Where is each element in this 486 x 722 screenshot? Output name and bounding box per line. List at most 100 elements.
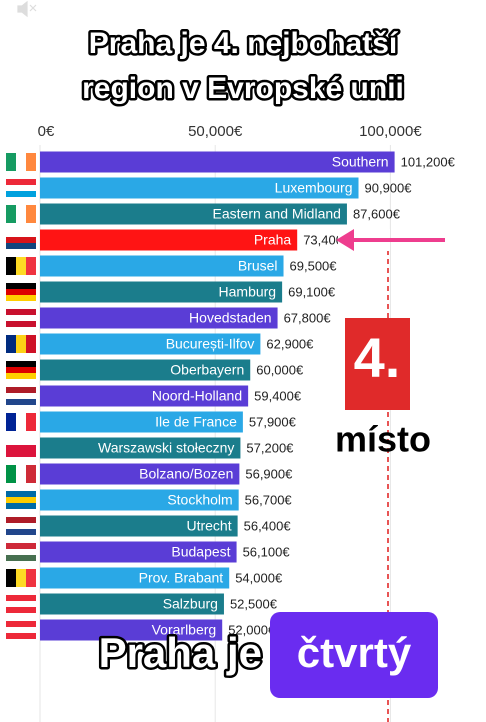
bar — [40, 541, 237, 563]
flag-stripe — [6, 451, 36, 457]
flag-stripe — [6, 289, 36, 295]
bar — [40, 385, 249, 407]
flag-stripe — [6, 243, 36, 249]
caption-highlight: čtvrtý — [297, 629, 412, 676]
bar-label: București-Ilfov — [166, 336, 255, 352]
bar-label: Luxembourg — [275, 180, 353, 196]
value-label: 57,200€ — [246, 440, 294, 455]
value-label: 87,600€ — [353, 206, 401, 221]
bar-label: Stockholm — [167, 492, 232, 508]
value-label: 56,100€ — [243, 544, 291, 559]
bar — [40, 437, 241, 459]
flag-stripe — [16, 413, 26, 431]
bar-label: Utrecht — [186, 518, 231, 534]
flag-stripe — [6, 445, 36, 451]
annotation: místo — [335, 419, 431, 460]
badge — [345, 318, 410, 410]
flag-stripe — [16, 153, 26, 171]
flag-stripe — [6, 627, 36, 633]
bar-label: Noord-Holland — [152, 388, 242, 404]
flag-stripe — [6, 529, 36, 535]
value-label: 57,900€ — [249, 414, 297, 429]
flag-stripe — [6, 439, 36, 445]
flag-stripe — [6, 373, 36, 379]
flag-stripe — [6, 257, 16, 275]
flag-stripe — [6, 231, 36, 237]
flag-stripe — [6, 503, 36, 509]
bar — [40, 567, 230, 589]
arrow-head — [336, 229, 354, 251]
flag-stripe — [6, 491, 36, 497]
flag-stripe — [6, 621, 36, 627]
bar — [40, 515, 238, 537]
flag-stripe — [26, 205, 36, 223]
bar — [40, 463, 240, 485]
bar — [40, 411, 243, 433]
flag-stripe — [6, 237, 36, 243]
flag-stripe — [6, 399, 36, 405]
flag-stripe — [6, 595, 36, 601]
value-label: 56,700€ — [245, 492, 293, 507]
flag-stripe — [6, 465, 16, 483]
flag-stripe — [6, 555, 36, 561]
bar-label: Southern — [332, 154, 389, 170]
flag-stripe — [26, 257, 36, 275]
flag-stripe — [6, 543, 36, 549]
caption: Praha je — [99, 629, 262, 676]
bar — [40, 333, 261, 355]
bar — [40, 151, 395, 173]
flag-stripe — [6, 607, 36, 613]
bar — [40, 229, 298, 251]
flag-stripe — [6, 191, 36, 197]
value-label: 69,100€ — [288, 284, 336, 299]
mute-icon — [17, 0, 37, 18]
flag-stripe — [6, 549, 36, 555]
bar — [40, 593, 224, 615]
value-label: 67,800€ — [284, 310, 332, 325]
bar-label: Vorarlberg — [152, 622, 217, 638]
flag-stripe — [6, 367, 36, 373]
flag-stripe — [6, 601, 36, 607]
title-line: Praha je 4. nejbohatší — [89, 27, 399, 60]
value-label: 56,400€ — [244, 518, 292, 533]
flag-stripe — [16, 335, 26, 353]
value-label: 56,900€ — [245, 466, 293, 481]
value-label: 60,000€ — [256, 362, 304, 377]
flag-stripe — [6, 361, 36, 367]
value-label: 54,000€ — [235, 570, 283, 585]
value-label: 101,200€ — [401, 154, 456, 169]
flag-stripe — [6, 497, 36, 503]
x-tick-label: 100,000€ — [359, 123, 422, 140]
bar-label: Prov. Brabant — [139, 570, 224, 586]
bar-label: Bolzano/Bozen — [139, 466, 233, 482]
flag-stripe — [6, 517, 36, 523]
bar — [40, 177, 359, 199]
flag-stripe — [6, 387, 36, 393]
bar-label: Hovedstaden — [189, 310, 272, 326]
bar — [40, 489, 239, 511]
flag-stripe — [26, 465, 36, 483]
value-label: 52,000€ — [228, 622, 276, 637]
bar-label: Brusel — [238, 258, 278, 274]
value-label: 52,500€ — [230, 596, 278, 611]
flag-stripe — [6, 335, 16, 353]
value-label: 69,500€ — [290, 258, 338, 273]
flag-stripe — [6, 179, 36, 185]
flag-stripe — [6, 283, 36, 289]
bar — [40, 203, 347, 225]
bar-label: Eastern and Midland — [213, 206, 341, 222]
flag-stripe — [6, 569, 16, 587]
bar-label: Oberbayern — [170, 362, 244, 378]
flag-stripe — [6, 393, 36, 399]
bar — [40, 307, 278, 329]
bar-label: Praha — [254, 232, 292, 248]
flag-stripe — [6, 321, 36, 327]
flag-stripe — [6, 633, 36, 639]
badge-text: 4. — [354, 326, 401, 389]
arrow — [336, 229, 445, 251]
bar-label: Hamburg — [219, 284, 277, 300]
flag-stripe — [16, 569, 26, 587]
flag-stripe — [6, 295, 36, 301]
